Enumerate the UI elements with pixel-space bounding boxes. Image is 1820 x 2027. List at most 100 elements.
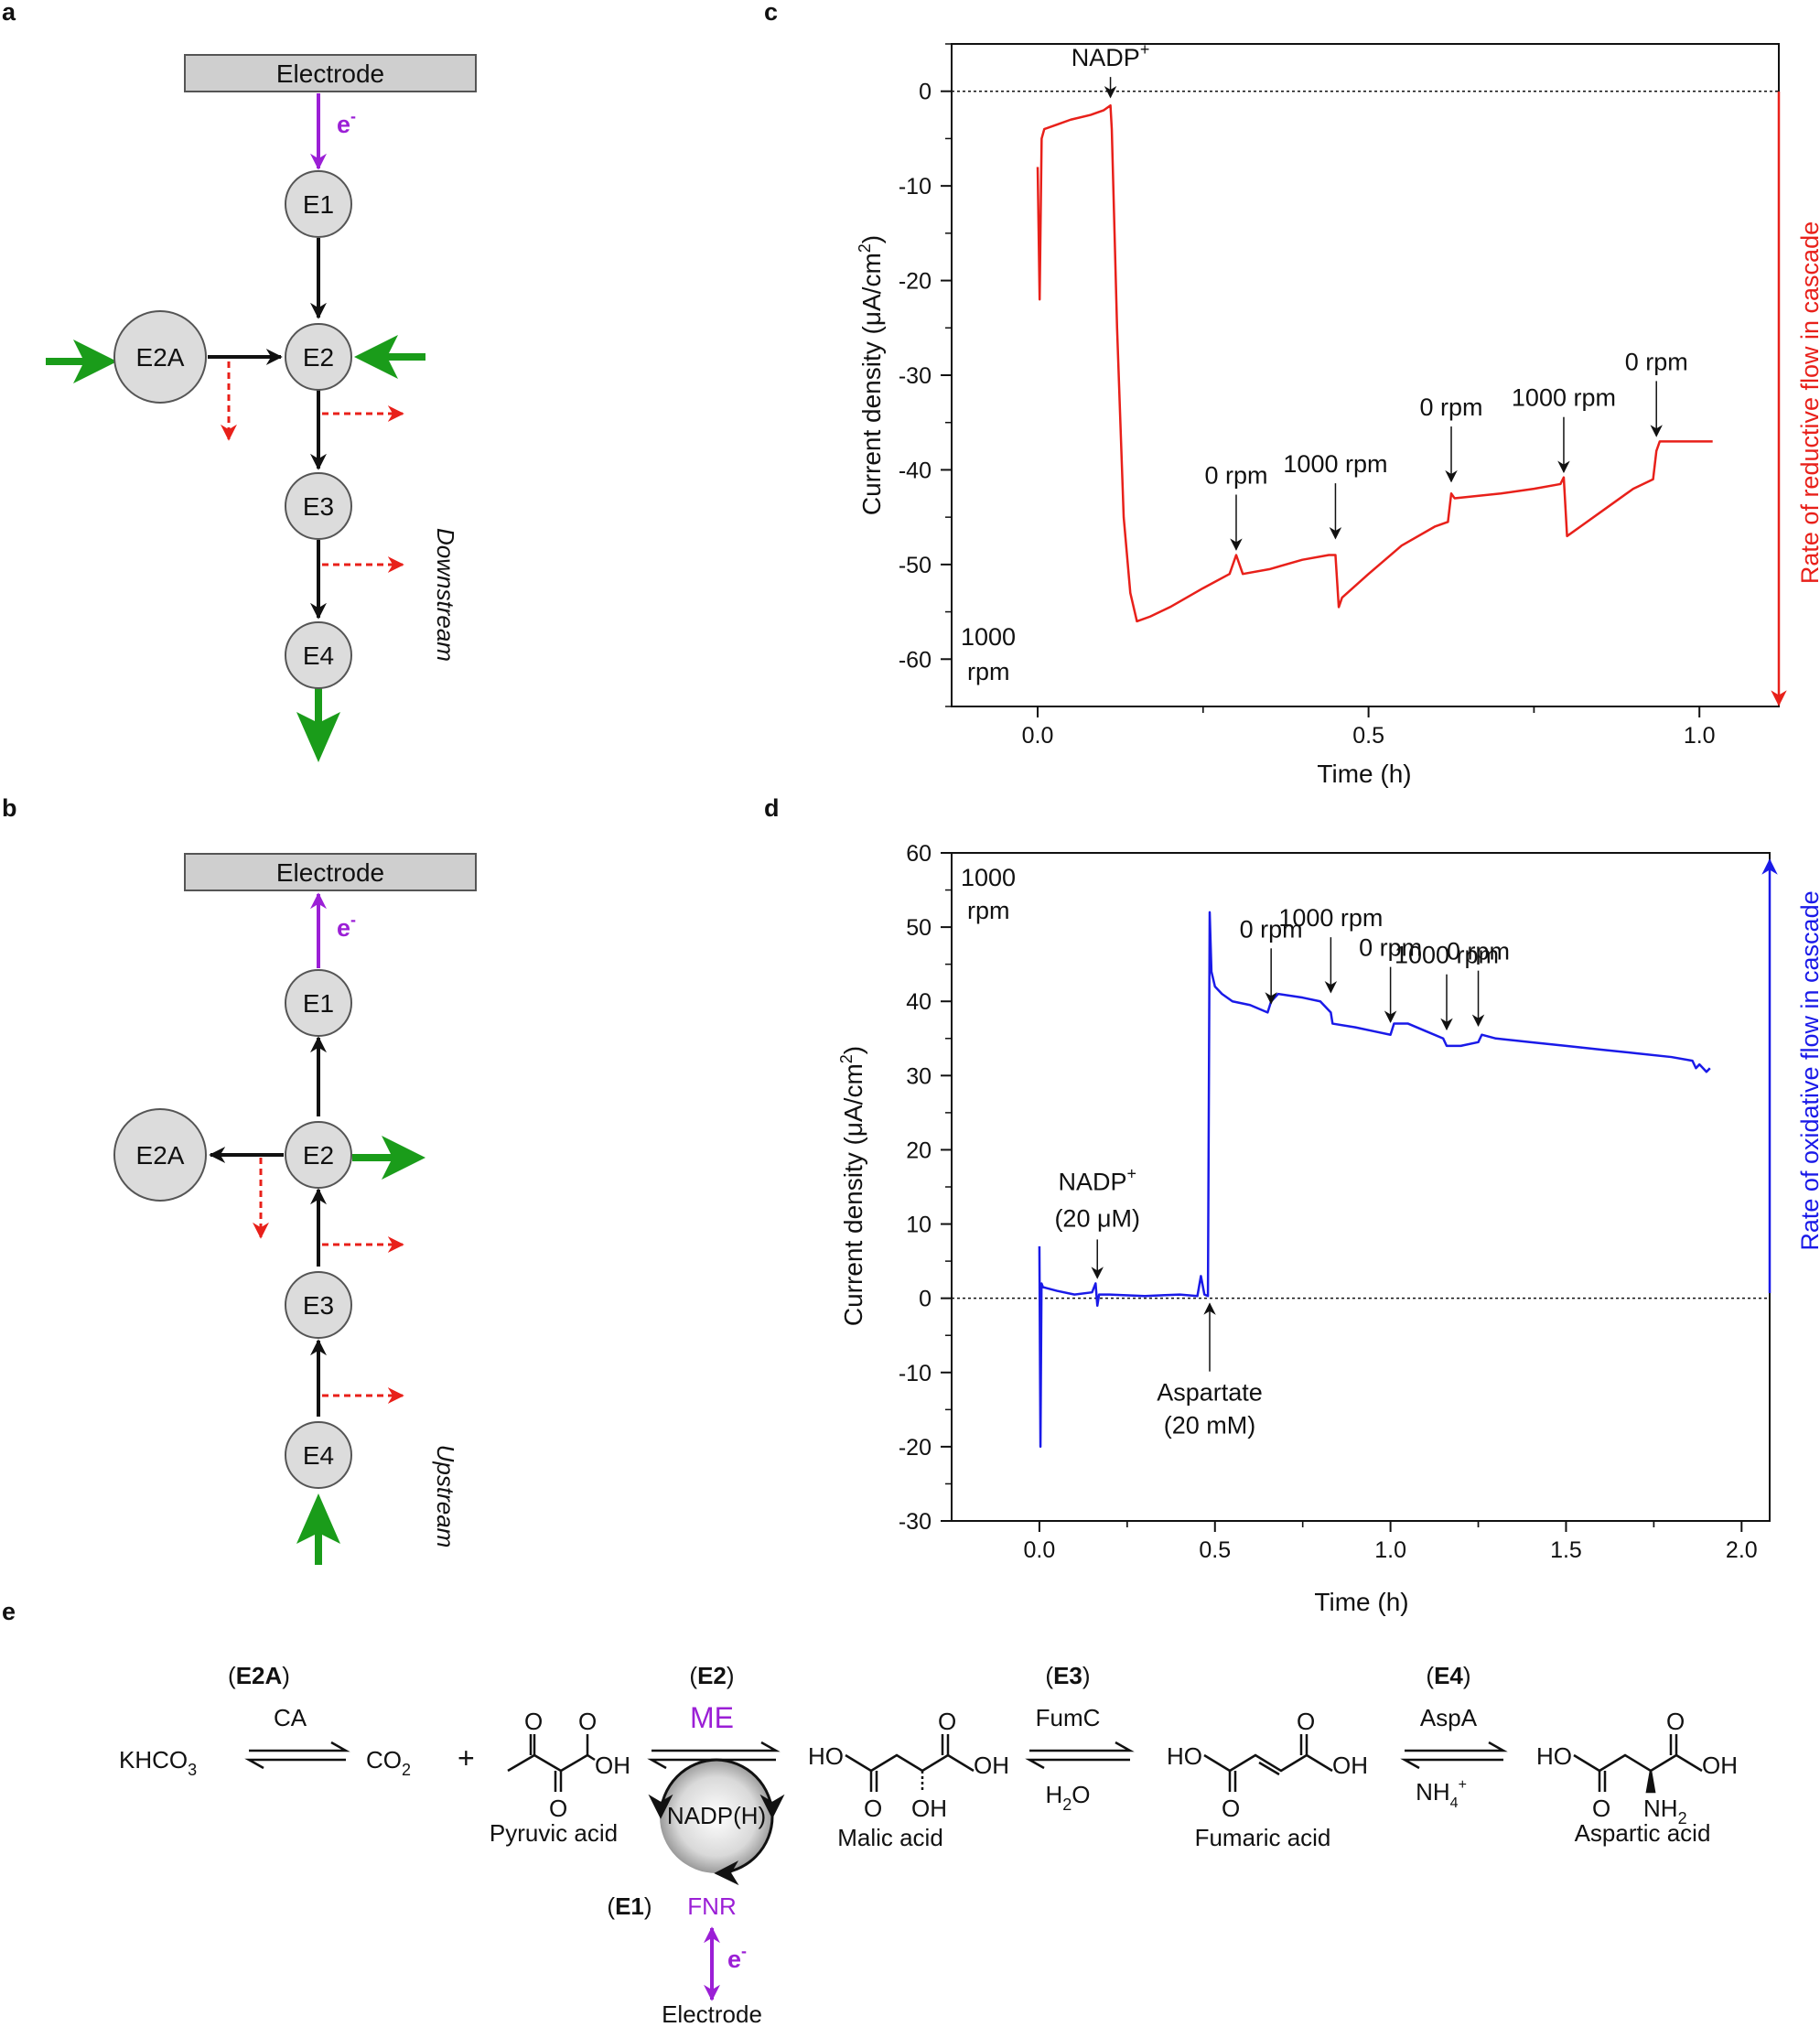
y-tick-label: -40	[899, 458, 932, 483]
node-e3	[285, 1271, 352, 1339]
node-e3	[285, 472, 352, 540]
electrode-label: Electrode	[662, 2000, 762, 2027]
atom-ho: HO	[1167, 1742, 1202, 1770]
downstream-label: Downstream	[432, 528, 459, 662]
atom-oh: OH	[911, 1795, 947, 1822]
enzyme-fumc: FumC	[1036, 1704, 1101, 1731]
corner-label-line1: 1000	[961, 623, 1016, 651]
x-tick-label: 1.0	[1684, 723, 1716, 749]
electrode-box	[184, 853, 477, 891]
y-tick-label: 0	[919, 1287, 932, 1312]
electrode-label: Electrode	[276, 59, 384, 88]
structure-pyruvic-acid	[507, 1734, 596, 1792]
y-tick-label: -50	[899, 553, 932, 578]
x-tick-label: 1.0	[1374, 1537, 1406, 1563]
y-tick-label: 30	[906, 1063, 932, 1089]
node-e4-label: E4	[303, 1441, 334, 1470]
y-tick-label: -10	[899, 174, 932, 199]
green-input-arrow-e2	[354, 335, 425, 379]
oxidative-flow-label: Rate of oxidative flow in cascade	[1796, 890, 1820, 1250]
cycle-arrow	[714, 1816, 774, 1886]
step-label-e2: (E2)	[689, 1662, 734, 1689]
x-tick-label: 0.0	[1022, 723, 1054, 749]
step-label-e4: (E4)	[1426, 1662, 1470, 1689]
cofactor-label: NADP(H)	[667, 1802, 766, 1829]
atom-o: O	[1592, 1795, 1610, 1822]
annotation-r3: 0 rpm	[1420, 394, 1483, 421]
node-e2a-label: E2A	[136, 1141, 185, 1170]
panel-c: c 0.0 0.5 1.0 0 -10 -20 -30 -40 -50 -60 NADP+ 0 rp…	[764, 0, 1820, 788]
panel-label-a: a	[2, 0, 16, 26]
node-e4-label: E4	[303, 642, 334, 670]
plus-sign: +	[458, 1741, 475, 1774]
atom-o: O	[1222, 1795, 1240, 1822]
annotation-r5: 0 rpm	[1625, 348, 1688, 375]
node-e2a-label: E2A	[136, 343, 185, 372]
atom-o: O	[1297, 1708, 1315, 1735]
atom-o: O	[524, 1708, 543, 1735]
node-e2	[285, 1121, 352, 1189]
node-e3-label: E3	[303, 1291, 334, 1320]
node-e2	[285, 323, 352, 391]
species-co2: CO2	[366, 1746, 411, 1779]
atom-oh: OH	[974, 1752, 1009, 1779]
node-e1	[285, 969, 352, 1037]
electrode-box	[184, 54, 477, 92]
y-tick-label: -20	[899, 1435, 932, 1461]
x-tick-label: 0.5	[1352, 723, 1384, 749]
atom-oh: OH	[595, 1752, 630, 1779]
y-tick-label: -10	[899, 1361, 932, 1386]
y-tick-label: -30	[899, 1509, 932, 1535]
atom-o: O	[549, 1795, 567, 1822]
cycle-arrow	[716, 1758, 785, 1819]
electron-label: e-	[337, 107, 356, 138]
annotation-r1: 0 rpm	[1204, 462, 1267, 490]
corner-label-line2: rpm	[967, 897, 1010, 924]
annotations: NADP+ 0 rpm 1000 rpm 0 rpm 1000 rpm 0 rpm	[1072, 40, 1688, 551]
atom-o: O	[578, 1708, 597, 1735]
node-e4	[285, 1421, 352, 1489]
annotation-nadp: NADP+	[1072, 40, 1150, 71]
electron-label: e-	[337, 911, 356, 942]
equilibrium-arrow-fumc	[1025, 1741, 1135, 1770]
atom-nh2: NH2	[1643, 1795, 1687, 1828]
species-h2o: H2O	[1045, 1781, 1090, 1814]
annotation-r5: 0 rpm	[1447, 938, 1510, 965]
y-tick-label: 20	[906, 1137, 932, 1163]
structure-malic-acid	[845, 1734, 975, 1792]
node-e3-label: E3	[303, 492, 334, 521]
step-label-e2a: (E2A)	[228, 1662, 290, 1689]
y-tick-label: 60	[906, 841, 932, 867]
panel-e: e (E2A) CA KHCO3 CO2 + O O O OH Pyruvic …	[2, 1598, 1738, 2027]
atom-o: O	[938, 1708, 956, 1735]
node-e1-label: E1	[303, 190, 334, 219]
atom-ho: HO	[1536, 1742, 1572, 1770]
x-axis-title: Time (h)	[1314, 1588, 1408, 1616]
node-e4	[285, 621, 352, 689]
x-tick-label: 1.5	[1550, 1537, 1582, 1563]
green-output-arrow-e2	[352, 1136, 425, 1180]
green-output-arrow-e4	[296, 688, 340, 762]
panel-label-e: e	[2, 1598, 16, 1625]
equilibrium-arrow-ca	[244, 1741, 350, 1770]
x-tick-label: 0.0	[1024, 1537, 1056, 1563]
node-e1-label: E1	[303, 989, 334, 1018]
x-axis-title: Time (h)	[1317, 760, 1411, 788]
x-tick-label: 2.0	[1726, 1537, 1758, 1563]
species-nh4: NH4+	[1416, 1777, 1467, 1811]
axis-ticks: 0.0 0.5 1.0 0 -10 -20 -30 -40 -50 -60	[899, 43, 1716, 749]
atom-ho: HO	[808, 1742, 844, 1770]
y-tick-label: -60	[899, 647, 932, 673]
atom-o: O	[1666, 1708, 1685, 1735]
name-fumaric-acid: Fumaric acid	[1195, 1824, 1331, 1851]
node-e2a	[113, 310, 207, 404]
y-tick-label: -20	[899, 269, 932, 295]
equilibrium-arrow-me	[647, 1741, 781, 1770]
y-tick-label: -30	[899, 363, 932, 389]
annotation-r4: 1000 rpm	[1512, 384, 1616, 412]
upstream-label: Upstream	[432, 1445, 459, 1548]
equilibrium-arrow-aspa	[1400, 1741, 1508, 1770]
y-axis-title: Current density (μA/cm2)	[856, 235, 886, 515]
